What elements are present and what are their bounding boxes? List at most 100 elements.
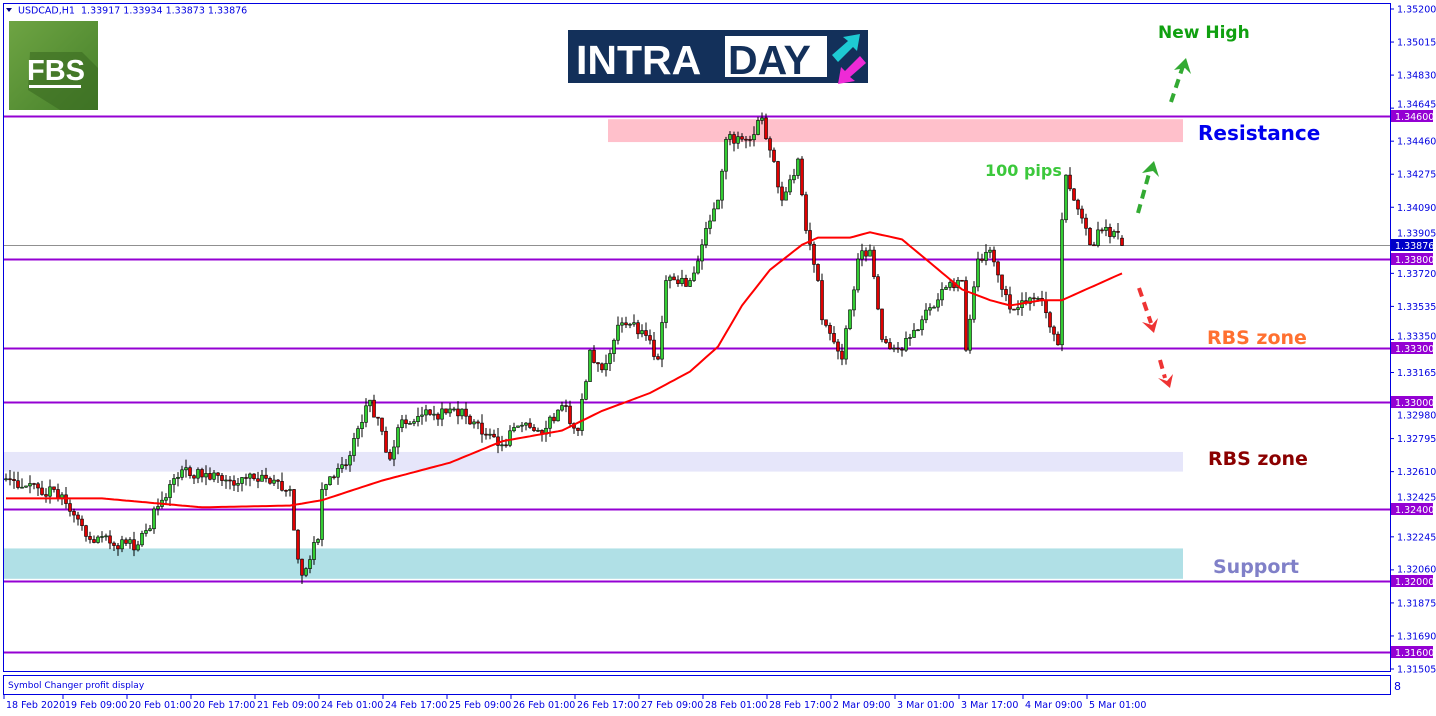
bull-candle-body	[312, 542, 316, 560]
bull-candle-body	[892, 347, 896, 350]
bull-candle-body	[928, 307, 932, 311]
bear-candle-body	[884, 339, 888, 343]
bull-candle-body	[968, 318, 972, 351]
candle	[556, 409, 560, 422]
candle	[216, 471, 220, 484]
bear-candle-body	[456, 408, 460, 417]
price-axis[interactable]: 1.35200 1.35015 1.34830 1.34645 1.34460 1.342…	[1390, 5, 1436, 676]
price-tick-label: 1.31505	[1397, 665, 1436, 676]
candle	[848, 309, 852, 331]
bear-candle-body	[208, 473, 212, 480]
bull-candle-body	[136, 544, 140, 551]
candle	[444, 408, 448, 415]
candle	[460, 408, 464, 420]
bull-candle-body	[788, 179, 792, 193]
candle	[108, 530, 112, 550]
bull-candle-body	[180, 469, 184, 478]
bear-candle-body	[388, 451, 392, 460]
candle	[480, 414, 484, 443]
time-tick-label: 3 Mar 01:00	[897, 700, 954, 711]
time-axis[interactable]: 18 Feb 2020 19 Feb 09:00 20 Feb 01:00 20 Fe…	[3, 694, 1146, 711]
candle	[804, 191, 808, 234]
bear-candle-body	[1012, 308, 1016, 311]
candle	[416, 407, 420, 427]
bear-candle-body	[764, 117, 768, 140]
bull-candle-body	[488, 433, 492, 436]
candle	[228, 475, 232, 490]
price-tick-label: 1.33720	[1397, 269, 1436, 280]
candle	[904, 331, 908, 353]
candle	[1072, 188, 1076, 202]
candle	[516, 425, 520, 428]
bear-candle-body	[800, 158, 804, 196]
bull-candle-body	[96, 536, 100, 543]
candle	[1104, 219, 1108, 237]
bull-candle-body	[920, 319, 924, 331]
candle	[876, 274, 880, 311]
candle	[20, 478, 24, 489]
candle	[992, 246, 996, 267]
bear-candle-body	[876, 276, 880, 310]
candle	[780, 181, 784, 207]
bear-candle-body	[804, 194, 808, 231]
bull-candle-body	[948, 282, 952, 288]
candle	[320, 482, 324, 547]
candle	[888, 338, 892, 350]
price-tick-label: 1.32610	[1397, 467, 1436, 478]
candle	[524, 421, 528, 431]
candle	[452, 406, 456, 412]
candle	[1120, 235, 1124, 247]
bear-candle-body	[1108, 226, 1112, 237]
bull-candle-body	[1064, 174, 1068, 221]
bear-candle-body	[808, 230, 812, 245]
candle	[540, 429, 544, 442]
price-tick-label: 1.34275	[1397, 170, 1436, 181]
bear-candle-body	[496, 436, 500, 446]
time-tick-label: 5 Mar 01:00	[1089, 700, 1146, 711]
svg-text:INTRA: INTRA	[576, 37, 701, 83]
bull-candle-body	[224, 479, 228, 482]
bear-candle-body	[492, 433, 496, 438]
price-tick-label: 1.33350	[1397, 332, 1436, 343]
bear-candle-body	[676, 279, 680, 284]
candle	[936, 293, 940, 312]
bear-candle-body	[552, 416, 556, 422]
candle	[872, 246, 876, 280]
candle	[332, 474, 336, 480]
bear-candle-body	[1116, 231, 1120, 233]
bear-candle-body	[404, 419, 408, 425]
bull-candle-body	[432, 413, 436, 416]
ohlc-readout: 1.33917 1.33934 1.33873 1.33876	[81, 6, 247, 17]
candle	[860, 243, 864, 267]
bull-candle-body	[352, 438, 356, 456]
candle	[1080, 205, 1084, 224]
level-price-label: 1.33800	[1395, 255, 1434, 266]
candle	[176, 472, 180, 487]
candle	[428, 409, 432, 416]
time-tick-label: 2 Mar 09:00	[833, 700, 890, 711]
bull-candle-body	[260, 474, 264, 482]
candle	[128, 537, 132, 549]
arrow-down-icon	[1137, 287, 1158, 333]
bull-candle-body	[168, 484, 172, 498]
annotation-rbs-zone-lower: RBS zone	[1208, 448, 1308, 470]
candle	[792, 168, 796, 184]
bull-candle-body	[368, 399, 372, 407]
candle	[720, 168, 724, 209]
candle	[304, 567, 308, 578]
bull-candle-body	[612, 339, 616, 354]
bull-candle-body	[792, 175, 796, 181]
price-tick-label: 1.32245	[1397, 532, 1436, 543]
candle	[136, 540, 140, 552]
bull-candle-body	[536, 429, 540, 432]
collapse-triangle-icon[interactable]	[6, 8, 12, 12]
bull-candle-body	[984, 251, 988, 261]
time-tick-label: 28 Feb 01:00	[705, 700, 767, 711]
bear-candle-body	[768, 138, 772, 151]
bull-candle-body	[460, 408, 464, 417]
bull-candle-body	[696, 260, 700, 274]
candle	[120, 535, 124, 553]
level-price-tag	[1391, 342, 1433, 354]
bear-candle-body	[656, 356, 660, 360]
